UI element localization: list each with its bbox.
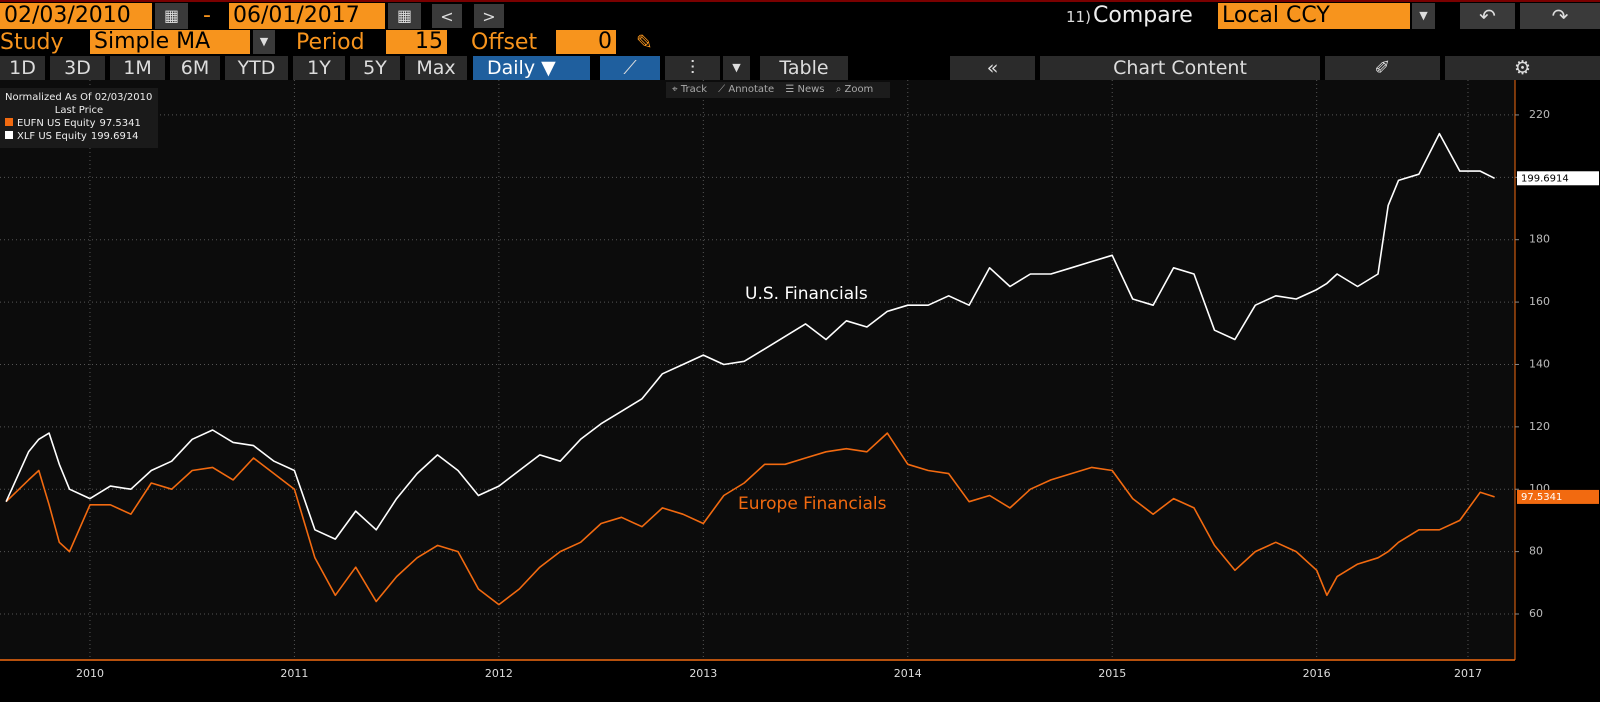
dropdown[interactable]: ▼ xyxy=(1412,3,1435,29)
range-button[interactable]: 3D xyxy=(50,56,105,80)
collapse-button[interactable]: « xyxy=(950,56,1035,80)
offset-input[interactable]: 0 xyxy=(556,30,616,54)
x-axis-band xyxy=(0,660,1600,686)
y-tick-label: 180 xyxy=(1529,233,1550,246)
legend-value: 199.6914 xyxy=(90,131,139,142)
study-label: Study xyxy=(0,30,64,55)
x-tick-label: 2010 xyxy=(76,667,104,680)
legend-subtitle: Last Price xyxy=(54,105,104,116)
tool-label: News xyxy=(797,84,825,95)
table-button[interactable]: Table xyxy=(760,56,848,80)
x-tick-label: 2015 xyxy=(1098,667,1126,680)
compare-number: 11) xyxy=(1066,8,1091,26)
bar-chart-icon[interactable]: ⫶ xyxy=(665,56,720,80)
chart-content-button[interactable]: Chart Content xyxy=(1040,56,1320,80)
y-tick-label: 60 xyxy=(1529,607,1543,620)
range-button[interactable]: 1Y xyxy=(293,56,345,80)
dropdown[interactable]: ▼ xyxy=(253,30,275,54)
tool-label: Track xyxy=(680,84,707,95)
pencil-icon[interactable]: ✎ xyxy=(636,30,653,54)
series-line xyxy=(5,132,1495,540)
redo[interactable]: ↷ xyxy=(1520,3,1600,29)
undo[interactable]: ↶ xyxy=(1460,3,1515,29)
last-value-label: 199.6914 xyxy=(1521,173,1569,184)
y-tick-label: 120 xyxy=(1529,420,1550,433)
tool-zoom[interactable]: ⌕ Zoom xyxy=(835,84,874,95)
prev-button[interactable]: < xyxy=(432,4,462,28)
legend-name: EUFN US Equity xyxy=(17,118,96,129)
offset-label: Offset xyxy=(471,30,538,55)
y-tick-label: 80 xyxy=(1529,545,1543,558)
compare-label: Compare xyxy=(1093,3,1193,28)
calendar-icon[interactable]: ▦ xyxy=(155,3,188,29)
series-line xyxy=(5,432,1495,606)
tool-label: Annotate xyxy=(728,84,775,95)
x-tick-label: 2011 xyxy=(280,667,308,680)
frequency-select[interactable]: Daily ▼ xyxy=(473,56,590,80)
grid xyxy=(0,80,1515,660)
last-value-tag xyxy=(1517,171,1599,186)
next-button[interactable]: > xyxy=(474,4,504,28)
legend-rows: EUFN US Equity 97.5341 XLF US Equity 199.69… xyxy=(5,117,153,143)
chart-tools: ⌖ Track ⟋ Annotate ☰ News ⌕ Zoom xyxy=(666,82,890,98)
top-strip xyxy=(0,0,1600,2)
legend: Normalized As Of 02/03/2010 Last Price E… xyxy=(0,88,158,148)
y-tick-label: 220 xyxy=(1529,108,1550,121)
tool-news[interactable]: ☰ News xyxy=(785,84,825,95)
last-value-tag xyxy=(1517,489,1599,504)
plot-background xyxy=(0,80,1515,660)
legend-value: 97.5341 xyxy=(99,118,141,129)
annotation: U.S. Financials xyxy=(745,284,868,304)
tool-label: Zoom xyxy=(844,84,874,95)
x-tick-label: 2016 xyxy=(1303,667,1331,680)
chart: 6080100120140160180200220201020112012201… xyxy=(0,80,1600,686)
x-tick-label: 2014 xyxy=(894,667,922,680)
line-chart-icon[interactable]: ⟋ xyxy=(600,56,660,80)
range-button[interactable]: YTD xyxy=(225,56,288,80)
currency-select[interactable]: Local CCY xyxy=(1218,3,1410,29)
y-tick-label: 140 xyxy=(1529,357,1550,370)
frequency: Daily xyxy=(487,57,536,79)
end-date[interactable]: 06/01/2017 xyxy=(229,3,385,29)
calendar-icon[interactable]: ▦ xyxy=(388,3,421,29)
range-button[interactable]: 5Y xyxy=(350,56,400,80)
last-value-label: 97.5341 xyxy=(1521,492,1562,503)
x-tick-label: 2017 xyxy=(1454,667,1482,680)
date-separator: - xyxy=(203,3,211,28)
legend-swatch xyxy=(5,131,13,139)
dropdown[interactable]: ▼ xyxy=(723,56,750,80)
edit-icon[interactable]: ✐ xyxy=(1325,56,1440,80)
tool-annotate[interactable]: ⟋ Annotate xyxy=(718,84,775,95)
legend-entry[interactable]: EUFN US Equity 97.5341 xyxy=(5,117,153,130)
legend-title: Normalized As Of 02/03/2010 xyxy=(5,92,153,103)
legend-swatch xyxy=(5,118,13,126)
y-tick-label: 160 xyxy=(1529,295,1550,308)
x-tick-label: 2013 xyxy=(689,667,717,680)
start-date[interactable]: 02/03/2010 xyxy=(0,3,152,29)
legend-name: XLF US Equity xyxy=(17,131,87,142)
range-button[interactable]: 1M xyxy=(110,56,165,80)
annotation: Europe Financials xyxy=(738,494,887,514)
period-label: Period xyxy=(296,30,365,55)
legend-entry[interactable]: XLF US Equity 199.6914 xyxy=(5,130,153,143)
settings-icon[interactable]: ⚙ xyxy=(1445,56,1600,80)
range-button[interactable]: 6M xyxy=(170,56,220,80)
x-tick-label: 2012 xyxy=(485,667,513,680)
range-button[interactable]: Max xyxy=(405,56,467,80)
range-button[interactable]: 1D xyxy=(0,56,45,80)
study-select[interactable]: Simple MA xyxy=(90,30,250,54)
tool-track[interactable]: ⌖ Track xyxy=(672,84,707,95)
period-input[interactable]: 15 xyxy=(386,30,447,54)
